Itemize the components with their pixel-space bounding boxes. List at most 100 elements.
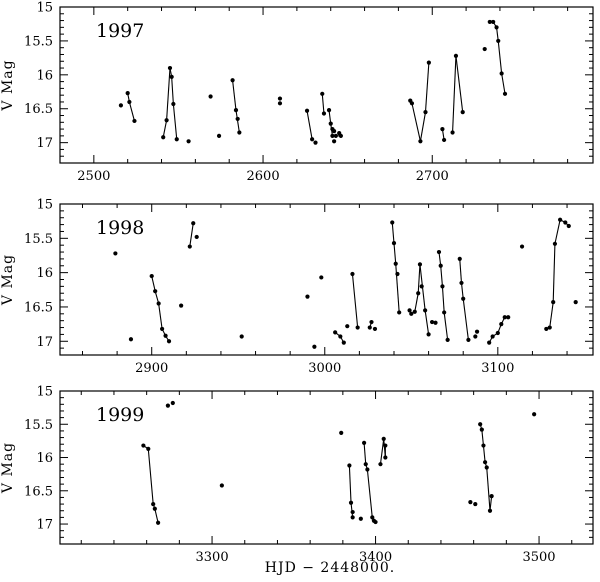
data-point: [445, 337, 450, 342]
panel-year-label: 1999: [96, 404, 144, 426]
light-curve-segment: [424, 310, 430, 335]
data-point: [484, 465, 489, 470]
data-point: [339, 430, 344, 436]
data-point: [367, 325, 372, 330]
light-curve-segment: [321, 93, 325, 114]
data-point: [156, 301, 161, 306]
data-point: [423, 110, 428, 115]
data-point: [174, 137, 179, 142]
data-point: [333, 133, 338, 138]
data-point: [161, 135, 166, 140]
light-curve-segment: [460, 282, 464, 299]
data-point: [383, 455, 388, 460]
data-point: [479, 427, 484, 432]
data-point: [239, 334, 244, 339]
data-point: [482, 460, 488, 465]
data-point: [547, 325, 552, 330]
light-curve-segment: [497, 40, 503, 74]
light-curve-segment: [348, 465, 352, 503]
data-point: [118, 103, 124, 108]
y-tick-label: 17: [36, 335, 53, 350]
light-curve-segment: [489, 496, 493, 511]
data-point: [395, 271, 400, 277]
light-curve-segment: [232, 80, 237, 111]
data-point: [304, 108, 310, 113]
light-curve-segment: [154, 291, 160, 304]
light-curve-segment: [496, 27, 499, 41]
light-curve-segment: [452, 55, 457, 133]
data-point: [163, 333, 168, 338]
data-point: [179, 303, 184, 308]
light-curve-segment: [171, 76, 174, 105]
light-curve-segment: [147, 448, 154, 505]
data-point: [358, 516, 363, 521]
data-point: [347, 463, 352, 468]
panel-year-label: 1997: [96, 20, 144, 42]
y-axis-label: V Mag: [0, 254, 16, 306]
light-curve-segment: [395, 263, 400, 313]
x-tick-label: 3300: [196, 550, 229, 565]
data-point: [191, 221, 196, 226]
x-tick-label: 3400: [359, 550, 392, 565]
data-point: [348, 500, 354, 505]
data-point: [369, 319, 374, 325]
data-point: [474, 329, 480, 334]
y-tick-label: 15.5: [24, 34, 53, 49]
panel-year-label: 1998: [96, 217, 144, 239]
light-curve-segment: [189, 223, 194, 247]
data-point: [373, 519, 378, 525]
panel-1998: 2900 3000 3100 15 15.5 16 16.5 17 V Mag 1998: [0, 198, 594, 376]
data-point: [433, 320, 438, 325]
data-point: [473, 334, 478, 339]
light-curve-segment: [411, 103, 421, 142]
data-point: [409, 311, 414, 316]
data-point: [436, 249, 442, 255]
data-point: [350, 515, 355, 520]
data-point: [171, 101, 176, 107]
data-point: [370, 515, 375, 520]
y-tick-label: 16: [36, 68, 53, 83]
light-curve-segment: [549, 302, 554, 328]
data-point: [442, 310, 447, 315]
light-curve-segment: [459, 258, 463, 283]
data-point: [440, 126, 445, 132]
data-point: [378, 462, 383, 467]
data-point: [160, 326, 165, 332]
data-point: [132, 118, 137, 124]
data-point: [149, 273, 154, 279]
data-point: [208, 94, 213, 99]
light-curve-segment: [306, 110, 313, 140]
data-point: [494, 25, 499, 30]
data-point: [362, 440, 367, 445]
data-point: [128, 337, 134, 342]
light-curve-segment: [166, 68, 171, 121]
y-tick-label: 15: [36, 198, 53, 213]
data-point: [532, 412, 537, 417]
light-curve-segment: [481, 429, 485, 446]
light-curve-segment: [455, 55, 464, 113]
data-point: [216, 133, 222, 138]
data-point: [330, 133, 335, 138]
data-point: [544, 326, 549, 332]
data-point: [391, 241, 397, 246]
data-point: [466, 337, 471, 342]
light-curve-segment: [366, 469, 373, 518]
light-curve-segment: [154, 508, 159, 523]
data-point: [506, 315, 511, 320]
data-point: [332, 139, 337, 144]
data-point: [341, 340, 346, 345]
light-curve-segment: [417, 264, 421, 294]
x-tick-label: 3000: [308, 361, 341, 376]
plot-frame: [59, 6, 594, 164]
data-point: [355, 325, 360, 330]
light-curve-segment: [441, 286, 445, 313]
data-point: [397, 310, 402, 315]
data-point: [186, 139, 191, 144]
light-curve-segment: [438, 251, 442, 266]
y-tick-label: 16: [36, 266, 53, 281]
y-tick-label: 15.5: [24, 418, 53, 433]
data-point: [461, 296, 466, 301]
data-point: [457, 256, 462, 262]
light-curve-segment: [414, 293, 419, 312]
y-tick-label: 15: [36, 385, 53, 400]
